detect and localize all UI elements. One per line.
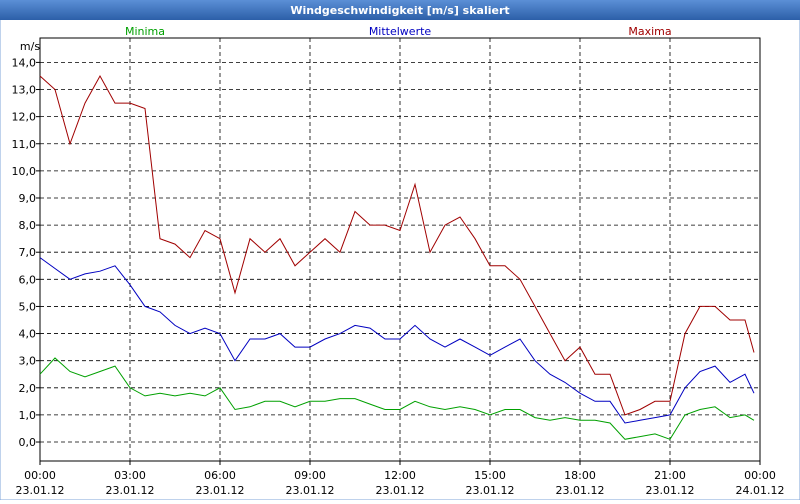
y-tick-label: 2,0 xyxy=(19,382,37,395)
x-tick-label: 21:00 xyxy=(654,469,686,482)
x-tick-label: 03:00 xyxy=(114,469,146,482)
y-tick-label: 1,0 xyxy=(19,409,37,422)
x-tick-date: 23.01.12 xyxy=(556,484,605,497)
y-tick-label: 5,0 xyxy=(19,300,37,313)
y-tick-label: 13,0 xyxy=(12,84,37,97)
x-tick-label: 09:00 xyxy=(294,469,326,482)
y-tick-label: 3,0 xyxy=(19,355,37,368)
x-tick-date: 23.01.12 xyxy=(286,484,335,497)
y-tick-label: 8,0 xyxy=(19,219,37,232)
legend-entry: Maxima xyxy=(628,25,671,38)
x-tick-date: 24.01.12 xyxy=(736,484,785,497)
legend-entry: Mittelwerte xyxy=(369,25,432,38)
series-line xyxy=(39,74,755,416)
legend-entry: Minima xyxy=(125,25,165,38)
x-tick-date: 23.01.12 xyxy=(376,484,425,497)
series-line xyxy=(39,357,755,440)
y-tick-label: 12,0 xyxy=(12,111,37,124)
series-line xyxy=(39,257,755,424)
y-tick-label: 7,0 xyxy=(19,246,37,259)
y-tick-label: 9,0 xyxy=(19,192,37,205)
x-tick-date: 23.01.12 xyxy=(466,484,515,497)
x-tick-label: 00:00 xyxy=(744,469,776,482)
x-tick-label: 06:00 xyxy=(204,469,236,482)
y-tick-label: 10,0 xyxy=(12,165,37,178)
chart-title: Windgeschwindigkeit [m/s] skaliert xyxy=(290,4,509,17)
x-tick-date: 23.01.12 xyxy=(106,484,155,497)
title-bar xyxy=(0,0,800,20)
x-tick-label: 15:00 xyxy=(474,469,506,482)
y-tick-label: 6,0 xyxy=(19,273,37,286)
x-tick-label: 12:00 xyxy=(384,469,416,482)
y-tick-label: 14,0 xyxy=(12,56,37,69)
y-tick-label: 0,0 xyxy=(19,436,37,449)
x-tick-date: 23.01.12 xyxy=(196,484,245,497)
x-tick-date: 23.01.12 xyxy=(16,484,65,497)
y-tick-label: 4,0 xyxy=(19,328,37,341)
y-tick-label: 11,0 xyxy=(12,138,37,151)
x-tick-label: 00:00 xyxy=(24,469,56,482)
x-tick-label: 18:00 xyxy=(564,469,596,482)
y-axis-label: m/s xyxy=(20,40,40,53)
x-tick-date: 23.01.12 xyxy=(646,484,695,497)
